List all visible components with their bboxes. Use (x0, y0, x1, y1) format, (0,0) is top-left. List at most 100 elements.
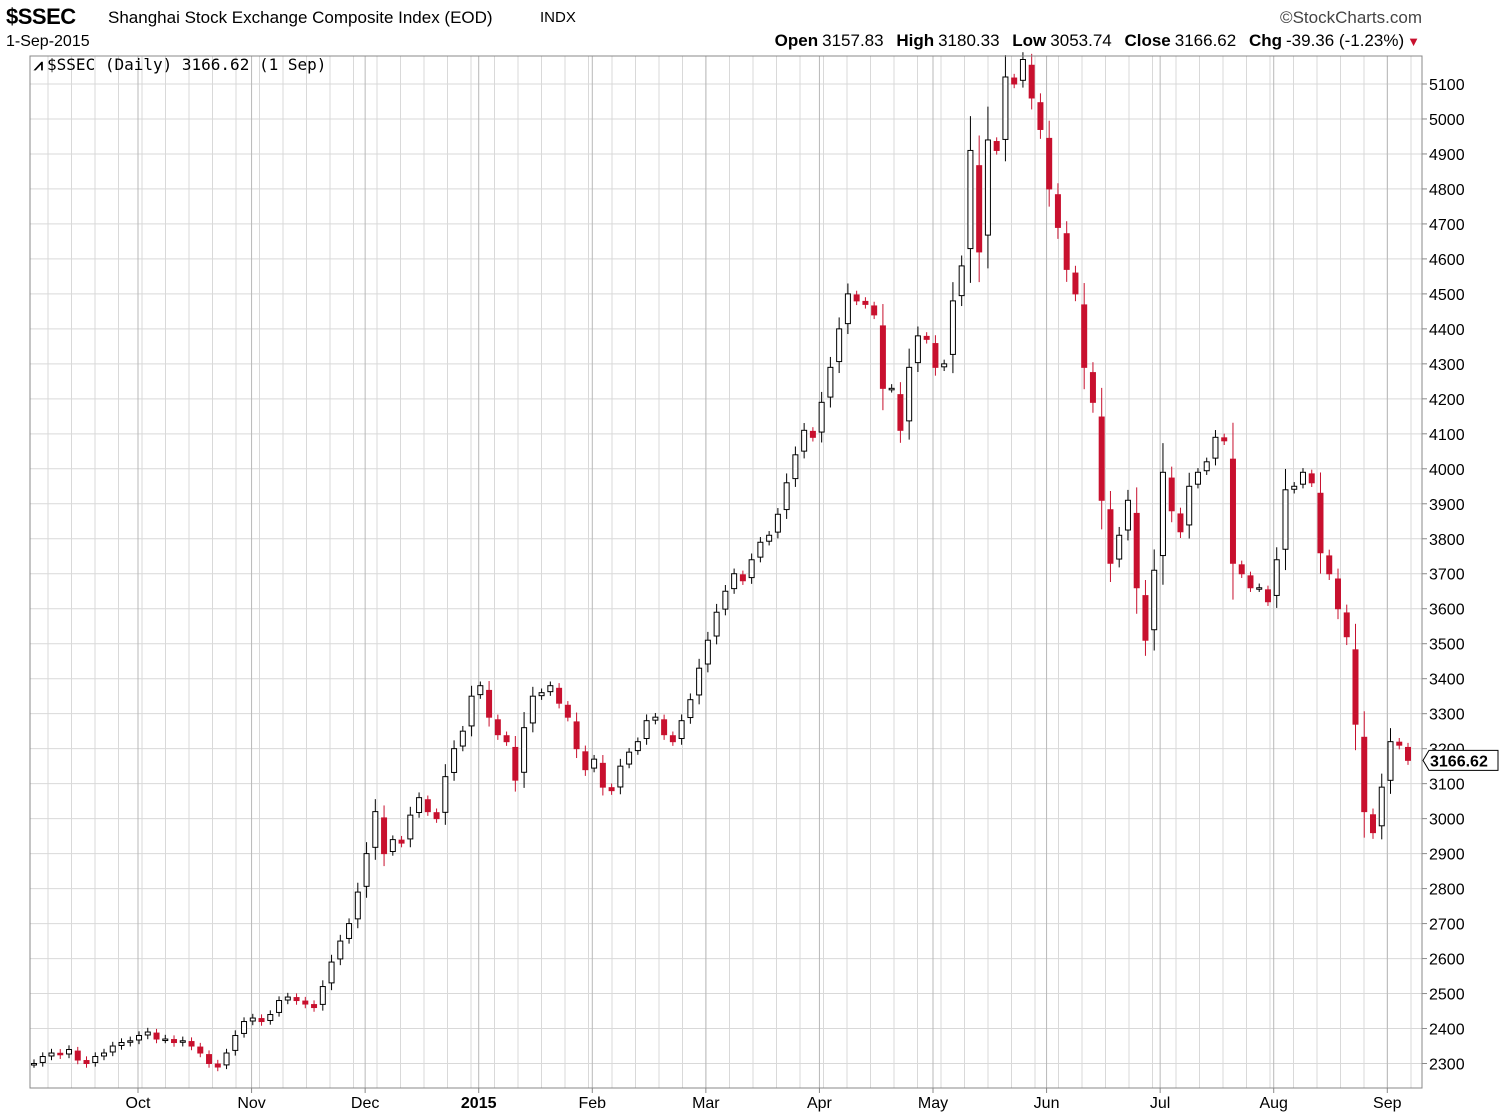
candle-body (774, 513, 781, 533)
x-tick-label: Aug (1259, 1095, 1287, 1112)
candle-body (1151, 569, 1158, 631)
candle (407, 806, 414, 848)
candle-body (914, 335, 921, 364)
candle-body (1387, 741, 1394, 781)
candle-body (1177, 513, 1184, 533)
y-tick-label: 5100 (1429, 77, 1465, 94)
candle (1369, 808, 1376, 839)
candle (617, 758, 624, 795)
candle-body (1282, 489, 1289, 550)
candle-body (258, 1018, 265, 1023)
candle-body (591, 758, 598, 769)
candle-body (101, 1052, 108, 1057)
candle (1124, 489, 1131, 541)
candle (731, 568, 738, 594)
candle (1011, 73, 1018, 89)
candle-body (451, 748, 458, 773)
candle (1177, 507, 1184, 539)
candle (687, 693, 694, 724)
candle (459, 725, 466, 752)
candle-body (669, 735, 676, 743)
candle-body (1072, 272, 1079, 295)
y-tick-label: 4600 (1429, 252, 1465, 269)
candle (311, 1000, 318, 1012)
candle (232, 1030, 239, 1056)
candle (739, 570, 746, 585)
candle (1168, 466, 1175, 523)
candle (844, 283, 851, 335)
candle-body (127, 1040, 134, 1043)
candle (766, 531, 773, 546)
candle (1107, 490, 1114, 582)
candle-body (486, 689, 493, 718)
candle (477, 681, 484, 699)
candle-body (1396, 741, 1403, 746)
last-value-box (1422, 749, 1499, 771)
candle-body (512, 746, 519, 781)
candle-body (328, 961, 335, 984)
candle (984, 106, 991, 269)
candle (381, 805, 388, 867)
candle-body (188, 1041, 195, 1047)
candle-body (713, 611, 720, 637)
candle-body (836, 328, 843, 363)
candle (862, 297, 869, 309)
x-tick-label: Apr (807, 1095, 833, 1112)
candle-body (932, 343, 939, 368)
y-tick-label: 2500 (1429, 987, 1465, 1004)
high-value: 3180.33 (938, 31, 1000, 50)
candle (109, 1041, 116, 1057)
candle (39, 1052, 46, 1067)
candle (424, 795, 431, 816)
candle-body (311, 1004, 318, 1009)
candle (871, 301, 878, 320)
candle-body (1352, 649, 1359, 725)
candle (774, 508, 781, 539)
candle-body (381, 817, 388, 855)
candle-body (731, 573, 738, 590)
candle (853, 290, 860, 306)
y-tick-label: 3000 (1429, 812, 1465, 829)
source-credit: ©StockCharts.com (1280, 8, 1422, 27)
candle-body (162, 1038, 169, 1042)
candle-body (354, 891, 361, 920)
candle-body (276, 1000, 283, 1013)
candle (512, 735, 519, 792)
symbol-title: $SSEC (6, 4, 76, 29)
candle-body (521, 727, 528, 773)
index-name: Shanghai Stock Exchange Composite Index … (108, 8, 493, 27)
candle (372, 799, 379, 860)
candle-body (468, 695, 475, 727)
candle (1037, 93, 1044, 139)
candle-body (967, 149, 974, 250)
candle (451, 740, 458, 781)
candle-body (232, 1035, 239, 1051)
y-tick-label: 4800 (1429, 182, 1465, 199)
candle (1142, 580, 1149, 656)
candle (1308, 469, 1315, 487)
candle-body (538, 692, 545, 697)
candle-body (442, 776, 449, 813)
y-tick-label: 4000 (1429, 462, 1465, 479)
candle (1405, 742, 1411, 765)
candle (1116, 526, 1123, 568)
candle-body (1186, 485, 1193, 526)
candle-body (214, 1063, 221, 1068)
candle (171, 1035, 178, 1047)
candle-body (153, 1032, 160, 1040)
candle-body (31, 1063, 37, 1066)
candle-body (1273, 559, 1280, 596)
candle (818, 391, 825, 443)
x-tick-label: Dec (351, 1095, 379, 1112)
candle (914, 326, 921, 372)
candle-body (739, 574, 746, 582)
candle-body (1229, 458, 1236, 564)
candle-body (83, 1060, 90, 1065)
axes: 2300240025002600270028002900300031003200… (29, 55, 1499, 1112)
candle-body (293, 997, 300, 1002)
candle (1256, 583, 1263, 592)
candle (1352, 623, 1359, 751)
candle (442, 764, 449, 825)
candle (1212, 430, 1219, 466)
candle (188, 1037, 195, 1051)
